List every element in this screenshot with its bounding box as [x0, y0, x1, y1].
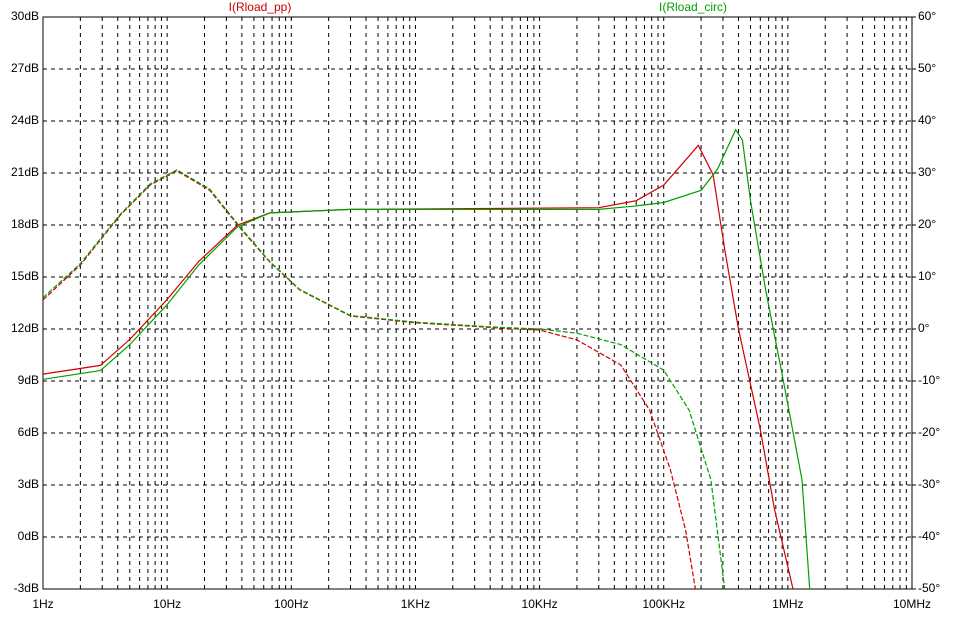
y-tick-label: 15dB	[11, 269, 39, 283]
y2-tick-label: -20°	[918, 425, 940, 439]
y2-tick-label: 50°	[918, 61, 936, 75]
magnitude-line	[43, 144, 794, 589]
y2-tick-label: -50°	[918, 581, 940, 595]
y2-tick-label: -10°	[918, 373, 940, 387]
plot-area	[43, 128, 811, 589]
y2-tick-label: 40°	[918, 113, 936, 127]
y-tick-label: 24dB	[11, 113, 39, 127]
y2-tick-label: 20°	[918, 217, 936, 231]
legend-entry: I(Rload_circ)	[659, 0, 727, 14]
x-tick-label: 100Hz	[274, 597, 309, 611]
y-tick-label: 27dB	[11, 61, 39, 75]
y2-tick-label: 30°	[918, 165, 936, 179]
x-tick-label: 10MHz	[893, 597, 931, 611]
y-tick-label: 0dB	[18, 529, 39, 543]
phase-line	[43, 169, 726, 589]
plot-frame	[42, 16, 913, 590]
y-tick-label: 6dB	[18, 425, 39, 439]
y-tick-label: 9dB	[18, 373, 39, 387]
y-tick-label: 12dB	[11, 321, 39, 335]
x-tick-label: 10Hz	[153, 597, 181, 611]
legend-entry: I(Rload_pp)	[229, 0, 292, 14]
y-tick-label: -3dB	[14, 581, 39, 595]
y-tick-label: 21dB	[11, 165, 39, 179]
y2-tick-label: -30°	[918, 477, 940, 491]
x-tick-label: 100KHz	[642, 597, 685, 611]
x-tick-label: 1KHz	[401, 597, 430, 611]
y2-tick-label: 60°	[918, 9, 936, 23]
y2-tick-label: 0°	[918, 321, 930, 335]
x-tick-label: 1MHz	[772, 597, 803, 611]
y2-tick-label: 10°	[918, 269, 936, 283]
y-tick-label: 30dB	[11, 9, 39, 23]
y-tick-label: 18dB	[11, 217, 39, 231]
x-tick-label: 1Hz	[32, 597, 53, 611]
y-tick-label: 3dB	[18, 477, 39, 491]
y2-tick-label: -40°	[918, 529, 940, 543]
magnitude-line	[43, 128, 811, 589]
x-tick-label: 10KHz	[522, 597, 558, 611]
